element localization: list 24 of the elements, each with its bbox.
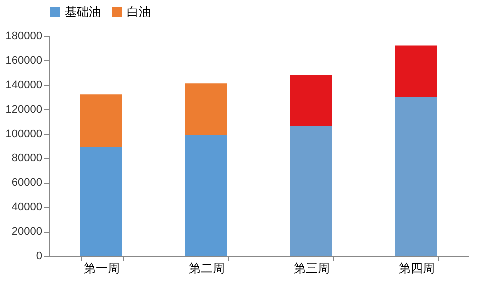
y-tick-label: 60000 (12, 177, 42, 190)
legend-label: 白油 (127, 5, 151, 19)
bar (290, 126, 332, 256)
bar (396, 97, 438, 256)
y-tick-label: 120000 (6, 104, 42, 116)
legend-label: 基础油 (65, 5, 101, 19)
y-tick-label: 20000 (12, 226, 42, 238)
bar (290, 75, 332, 126)
y-tick-label: 0 (36, 250, 42, 262)
bar (186, 84, 228, 135)
y-tick-label: 160000 (6, 54, 42, 67)
x-tick-label: 第一周 (84, 262, 120, 276)
y-tick-label: 80000 (12, 152, 42, 165)
y-tick-label: 40000 (12, 202, 42, 214)
y-tick-label: 140000 (6, 79, 42, 92)
bar (80, 94, 122, 148)
x-tick-label: 第三周 (294, 262, 330, 276)
bar (396, 46, 438, 98)
x-tick-label: 第四周 (399, 262, 435, 276)
bar (186, 135, 228, 256)
y-tick-label: 100000 (6, 128, 42, 140)
y-tick-label: 180000 (6, 30, 42, 42)
x-tick-label: 第二周 (189, 262, 225, 276)
bar (80, 147, 122, 256)
